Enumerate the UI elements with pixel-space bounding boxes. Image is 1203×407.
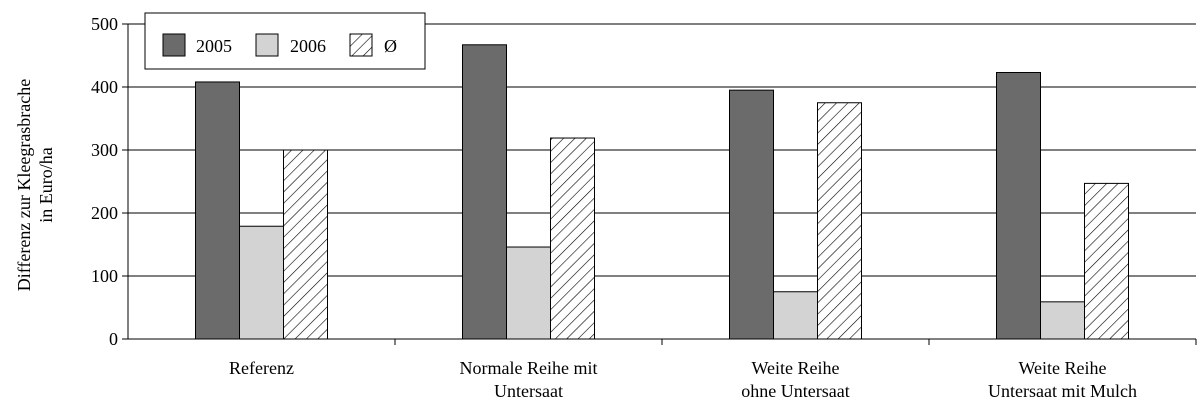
legend-swatch <box>255 33 279 57</box>
y-axis-title-line-1: Differenz zur Kleegrasbrache <box>14 79 34 292</box>
legend: 2005 2006 Ø <box>144 12 426 70</box>
x-axis-labels: Referenz Normale Reihe mit Untersaat Weite … <box>229 358 1137 401</box>
bar-2005-4 <box>996 72 1041 340</box>
bar-2006-2 <box>506 246 551 340</box>
bar-2006-3 <box>773 291 818 340</box>
bar-2006-4 <box>1040 301 1085 340</box>
x-category-label: ohne Untersaat <box>741 381 849 401</box>
y-tick-label: 400 <box>91 77 118 97</box>
x-category-label: Normale Reihe mit <box>460 358 598 378</box>
legend-swatch <box>349 33 373 57</box>
x-category-label: Weite Reihe <box>751 358 839 378</box>
y-tick-label: 300 <box>91 140 118 160</box>
y-axis-ticks: 0 100 200 300 400 500 <box>91 14 128 349</box>
bar-2005-3 <box>729 89 774 340</box>
bar-avg-2 <box>550 137 595 340</box>
legend-label: 2005 <box>196 36 232 56</box>
x-category-label: Untersaat mit Mulch <box>988 381 1137 401</box>
legend-label: 2006 <box>290 36 326 56</box>
bar-avg-3 <box>817 102 862 340</box>
bar-2006-1 <box>239 225 284 340</box>
bar-2005-2 <box>462 44 507 340</box>
x-category-label: Weite Reihe <box>1018 358 1106 378</box>
y-axis-title: Differenz zur Kleegrasbrache in Euro/ha <box>14 79 56 292</box>
bar-2005-1 <box>195 81 240 340</box>
legend-label: Ø <box>384 36 397 56</box>
legend-swatch <box>162 33 186 57</box>
y-tick-label: 0 <box>109 329 118 349</box>
bars <box>195 44 1129 340</box>
x-category-label: Referenz <box>229 358 294 378</box>
y-tick-label: 500 <box>91 14 118 34</box>
legend-box <box>144 12 426 70</box>
x-category-label: Untersaat <box>494 381 563 401</box>
y-axis-title-line-2: in Euro/ha <box>36 147 56 222</box>
y-tick-label: 200 <box>91 203 118 223</box>
axes <box>127 24 1197 345</box>
y-tick-label: 100 <box>91 266 118 286</box>
bar-avg-4 <box>1084 182 1129 340</box>
bar-avg-1 <box>283 149 328 340</box>
